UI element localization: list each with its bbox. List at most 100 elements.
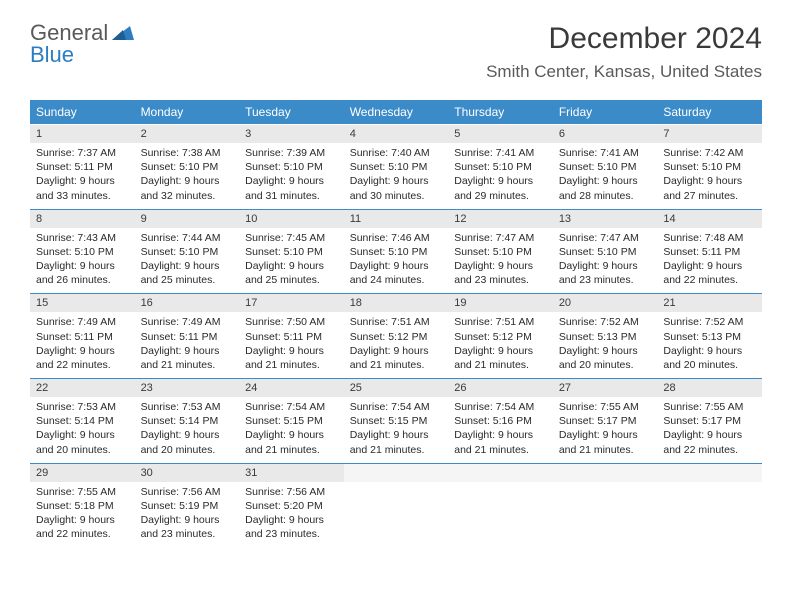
weekday-header: Sunday xyxy=(30,100,135,125)
day-d2-text: and 31 minutes. xyxy=(245,189,338,203)
day-detail-cell: Sunrise: 7:52 AMSunset: 5:13 PMDaylight:… xyxy=(553,312,658,378)
day-number-cell: 7 xyxy=(657,125,762,144)
day-ss-text: Sunset: 5:15 PM xyxy=(350,414,443,428)
day-d1-text: Daylight: 9 hours xyxy=(350,428,443,442)
day-d2-text: and 21 minutes. xyxy=(559,443,652,457)
day-detail-cell: Sunrise: 7:40 AMSunset: 5:10 PMDaylight:… xyxy=(344,143,449,209)
calendar-body: SundayMondayTuesdayWednesdayThursdayFrid… xyxy=(30,100,762,547)
day-d1-text: Daylight: 9 hours xyxy=(559,428,652,442)
day-number-cell: 6 xyxy=(553,125,658,144)
day-sr-text: Sunrise: 7:53 AM xyxy=(141,400,234,414)
day-detail-cell: Sunrise: 7:51 AMSunset: 5:12 PMDaylight:… xyxy=(448,312,553,378)
day-detail-cell: Sunrise: 7:53 AMSunset: 5:14 PMDaylight:… xyxy=(30,397,135,463)
day-sr-text: Sunrise: 7:47 AM xyxy=(559,231,652,245)
day-number-row: 1234567 xyxy=(30,125,762,144)
day-sr-text: Sunrise: 7:55 AM xyxy=(663,400,756,414)
day-ss-text: Sunset: 5:16 PM xyxy=(454,414,547,428)
day-ss-text: Sunset: 5:12 PM xyxy=(454,330,547,344)
day-number-cell: 31 xyxy=(239,463,344,482)
day-d2-text: and 23 minutes. xyxy=(454,273,547,287)
day-number-cell: 9 xyxy=(135,209,240,228)
day-d1-text: Daylight: 9 hours xyxy=(350,174,443,188)
day-number-cell: 2 xyxy=(135,125,240,144)
day-d2-text: and 23 minutes. xyxy=(245,527,338,541)
day-d1-text: Daylight: 9 hours xyxy=(141,174,234,188)
title-block: December 2024 Smith Center, Kansas, Unit… xyxy=(486,22,762,82)
day-d2-text: and 24 minutes. xyxy=(350,273,443,287)
location-subtitle: Smith Center, Kansas, United States xyxy=(486,62,762,82)
day-number-cell xyxy=(657,463,762,482)
day-detail-cell: Sunrise: 7:49 AMSunset: 5:11 PMDaylight:… xyxy=(30,312,135,378)
day-ss-text: Sunset: 5:20 PM xyxy=(245,499,338,513)
day-sr-text: Sunrise: 7:48 AM xyxy=(663,231,756,245)
day-ss-text: Sunset: 5:17 PM xyxy=(559,414,652,428)
day-ss-text: Sunset: 5:10 PM xyxy=(454,160,547,174)
day-sr-text: Sunrise: 7:39 AM xyxy=(245,146,338,160)
day-detail-cell: Sunrise: 7:46 AMSunset: 5:10 PMDaylight:… xyxy=(344,228,449,294)
day-ss-text: Sunset: 5:15 PM xyxy=(245,414,338,428)
day-number-row: 293031 xyxy=(30,463,762,482)
day-ss-text: Sunset: 5:18 PM xyxy=(36,499,129,513)
day-d1-text: Daylight: 9 hours xyxy=(559,344,652,358)
day-ss-text: Sunset: 5:11 PM xyxy=(141,330,234,344)
day-detail-cell: Sunrise: 7:47 AMSunset: 5:10 PMDaylight:… xyxy=(448,228,553,294)
day-sr-text: Sunrise: 7:54 AM xyxy=(245,400,338,414)
day-d2-text: and 22 minutes. xyxy=(663,273,756,287)
day-number-cell: 18 xyxy=(344,294,449,313)
day-d1-text: Daylight: 9 hours xyxy=(245,513,338,527)
day-d1-text: Daylight: 9 hours xyxy=(141,344,234,358)
day-detail-cell: Sunrise: 7:49 AMSunset: 5:11 PMDaylight:… xyxy=(135,312,240,378)
day-detail-cell: Sunrise: 7:45 AMSunset: 5:10 PMDaylight:… xyxy=(239,228,344,294)
day-d1-text: Daylight: 9 hours xyxy=(245,344,338,358)
day-number-cell: 5 xyxy=(448,125,553,144)
day-detail-cell: Sunrise: 7:41 AMSunset: 5:10 PMDaylight:… xyxy=(553,143,658,209)
day-ss-text: Sunset: 5:11 PM xyxy=(663,245,756,259)
day-number-cell: 26 xyxy=(448,379,553,398)
day-d1-text: Daylight: 9 hours xyxy=(559,259,652,273)
day-sr-text: Sunrise: 7:56 AM xyxy=(245,485,338,499)
day-d2-text: and 25 minutes. xyxy=(245,273,338,287)
day-d1-text: Daylight: 9 hours xyxy=(245,259,338,273)
day-number-cell: 23 xyxy=(135,379,240,398)
day-sr-text: Sunrise: 7:52 AM xyxy=(663,315,756,329)
day-detail-cell: Sunrise: 7:37 AMSunset: 5:11 PMDaylight:… xyxy=(30,143,135,209)
day-detail-cell xyxy=(448,482,553,548)
day-d1-text: Daylight: 9 hours xyxy=(141,259,234,273)
brand-logo: General Blue xyxy=(30,22,134,66)
day-detail-cell: Sunrise: 7:54 AMSunset: 5:15 PMDaylight:… xyxy=(239,397,344,463)
day-d1-text: Daylight: 9 hours xyxy=(454,259,547,273)
day-d2-text: and 32 minutes. xyxy=(141,189,234,203)
day-detail-cell: Sunrise: 7:42 AMSunset: 5:10 PMDaylight:… xyxy=(657,143,762,209)
day-number-cell: 25 xyxy=(344,379,449,398)
day-detail-cell: Sunrise: 7:55 AMSunset: 5:17 PMDaylight:… xyxy=(657,397,762,463)
brand-word-1: General xyxy=(30,22,108,44)
day-detail-cell: Sunrise: 7:51 AMSunset: 5:12 PMDaylight:… xyxy=(344,312,449,378)
day-detail-cell: Sunrise: 7:43 AMSunset: 5:10 PMDaylight:… xyxy=(30,228,135,294)
day-number-cell: 8 xyxy=(30,209,135,228)
day-sr-text: Sunrise: 7:43 AM xyxy=(36,231,129,245)
day-sr-text: Sunrise: 7:40 AM xyxy=(350,146,443,160)
day-number-cell: 4 xyxy=(344,125,449,144)
day-ss-text: Sunset: 5:10 PM xyxy=(141,160,234,174)
day-detail-row: Sunrise: 7:43 AMSunset: 5:10 PMDaylight:… xyxy=(30,228,762,294)
day-sr-text: Sunrise: 7:51 AM xyxy=(454,315,547,329)
day-ss-text: Sunset: 5:11 PM xyxy=(245,330,338,344)
day-d1-text: Daylight: 9 hours xyxy=(350,344,443,358)
day-d2-text: and 22 minutes. xyxy=(663,443,756,457)
day-detail-cell: Sunrise: 7:54 AMSunset: 5:16 PMDaylight:… xyxy=(448,397,553,463)
weekday-header: Thursday xyxy=(448,100,553,125)
day-number-cell: 21 xyxy=(657,294,762,313)
day-number-cell: 17 xyxy=(239,294,344,313)
day-sr-text: Sunrise: 7:55 AM xyxy=(36,485,129,499)
day-detail-cell: Sunrise: 7:38 AMSunset: 5:10 PMDaylight:… xyxy=(135,143,240,209)
day-sr-text: Sunrise: 7:54 AM xyxy=(454,400,547,414)
day-detail-cell: Sunrise: 7:55 AMSunset: 5:17 PMDaylight:… xyxy=(553,397,658,463)
day-d2-text: and 33 minutes. xyxy=(36,189,129,203)
day-d2-text: and 20 minutes. xyxy=(663,358,756,372)
day-sr-text: Sunrise: 7:49 AM xyxy=(36,315,129,329)
day-d2-text: and 27 minutes. xyxy=(663,189,756,203)
day-d1-text: Daylight: 9 hours xyxy=(663,428,756,442)
day-d1-text: Daylight: 9 hours xyxy=(454,344,547,358)
day-ss-text: Sunset: 5:10 PM xyxy=(559,245,652,259)
day-d2-text: and 21 minutes. xyxy=(454,358,547,372)
